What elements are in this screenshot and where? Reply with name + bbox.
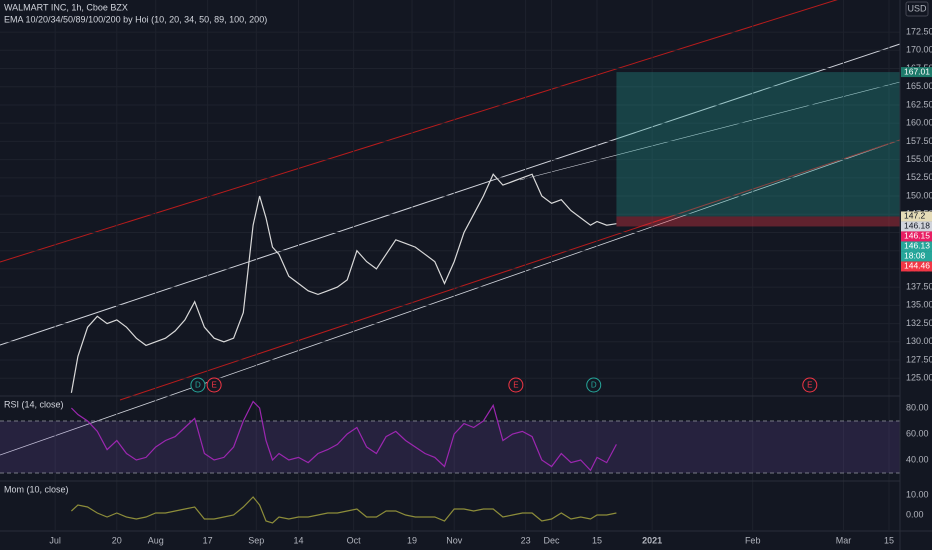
y-tick-label: 162.50 bbox=[906, 99, 932, 109]
y-tick-label: 127.50 bbox=[906, 354, 932, 364]
event-marker bbox=[802, 377, 818, 393]
y-tick-label: 160.00 bbox=[906, 118, 932, 128]
x-tick-label: Oct bbox=[347, 535, 362, 545]
x-tick-label: 23 bbox=[521, 535, 531, 545]
x-tick-label: 15 bbox=[884, 535, 894, 545]
price-line bbox=[70, 400, 617, 472]
y-tick-label: 150.00 bbox=[906, 190, 932, 200]
price-tag-label: 146.13 bbox=[904, 241, 930, 251]
indicator-label: RSI (14, close) bbox=[4, 399, 64, 409]
price-tag bbox=[901, 241, 932, 252]
countdown-tag bbox=[901, 251, 932, 262]
event-marker bbox=[586, 377, 602, 393]
y-tick-label: 130.00 bbox=[906, 336, 932, 346]
y-tick-label: 137.50 bbox=[906, 282, 932, 292]
countdown: 18:08 bbox=[904, 251, 926, 261]
y-tick-label: 40.00 bbox=[906, 454, 929, 464]
x-tick-label: 19 bbox=[407, 535, 417, 545]
price-tag bbox=[901, 67, 932, 78]
event-label: E bbox=[211, 381, 216, 390]
event-label: D bbox=[591, 381, 597, 390]
price-tag-label: 167.01 bbox=[904, 66, 930, 76]
channel-line bbox=[0, 0, 838, 263]
price-tag-label: 147.2 bbox=[904, 211, 926, 221]
event-label: E bbox=[807, 381, 812, 390]
indicator-label: Mom (10, close) bbox=[4, 484, 69, 494]
y-tick-label: 155.00 bbox=[906, 154, 932, 164]
price-tag-label: 146.15 bbox=[904, 231, 930, 241]
event-marker bbox=[206, 377, 222, 393]
y-tick-label: 60.00 bbox=[906, 428, 929, 438]
channel-line bbox=[0, 139, 901, 456]
currency-box[interactable] bbox=[905, 1, 929, 17]
event-label: D bbox=[195, 381, 201, 390]
price-tag bbox=[901, 221, 932, 232]
channel-line bbox=[519, 81, 901, 181]
y-tick-label: 132.50 bbox=[906, 318, 932, 328]
y-tick-label: 10.00 bbox=[906, 489, 929, 499]
price-tag bbox=[901, 231, 932, 242]
price-tag-label: 146.18 bbox=[904, 221, 930, 231]
loss-zone bbox=[616, 216, 900, 227]
price-tag-label: 144.46 bbox=[904, 261, 930, 271]
price-line bbox=[70, 173, 617, 393]
x-tick-label: Mar bbox=[836, 535, 852, 545]
x-tick-label: Nov bbox=[446, 535, 463, 545]
x-tick-label: 2021 bbox=[642, 535, 662, 545]
x-tick-label: Aug bbox=[148, 535, 164, 545]
price-line bbox=[70, 496, 617, 524]
y-tick-label: 125.00 bbox=[906, 373, 932, 383]
x-tick-label: 17 bbox=[203, 535, 213, 545]
panes bbox=[0, 0, 900, 530]
y-tick-label: 172.50 bbox=[906, 26, 932, 36]
y-tick-label: 157.50 bbox=[906, 136, 932, 146]
x-tick-label: 20 bbox=[112, 535, 122, 545]
y-tick-label: 165.00 bbox=[906, 81, 932, 91]
x-tick-label: 14 bbox=[293, 535, 303, 545]
y-tick-label: 0.00 bbox=[906, 509, 924, 519]
profit-zone bbox=[616, 72, 900, 217]
currency[interactable]: USD bbox=[907, 3, 927, 13]
chart-title: WALMART INC, 1h, Cboe BZX bbox=[4, 2, 128, 12]
indicator-label: EMA 10/20/34/50/89/100/200 by Hoi (10, 2… bbox=[4, 14, 267, 24]
x-tick-label: Feb bbox=[745, 535, 761, 545]
price-tag bbox=[901, 261, 932, 272]
y-tick-label: 135.00 bbox=[906, 300, 932, 310]
x-tick-label: Jul bbox=[49, 535, 61, 545]
y-tick-label: 170.00 bbox=[906, 45, 932, 55]
channel-line bbox=[119, 139, 901, 401]
y-tick-label: 80.00 bbox=[906, 402, 929, 412]
event-marker bbox=[508, 377, 524, 393]
x-tick-label: 15 bbox=[592, 535, 602, 545]
y-tick-label: 152.50 bbox=[906, 172, 932, 182]
event-label: E bbox=[513, 381, 518, 390]
x-tick-label: Dec bbox=[544, 535, 561, 545]
channel-line bbox=[0, 43, 901, 346]
x-tick-label: Sep bbox=[248, 535, 264, 545]
price-tag bbox=[901, 211, 932, 222]
event-marker bbox=[190, 377, 206, 393]
drawings bbox=[0, 0, 901, 456]
